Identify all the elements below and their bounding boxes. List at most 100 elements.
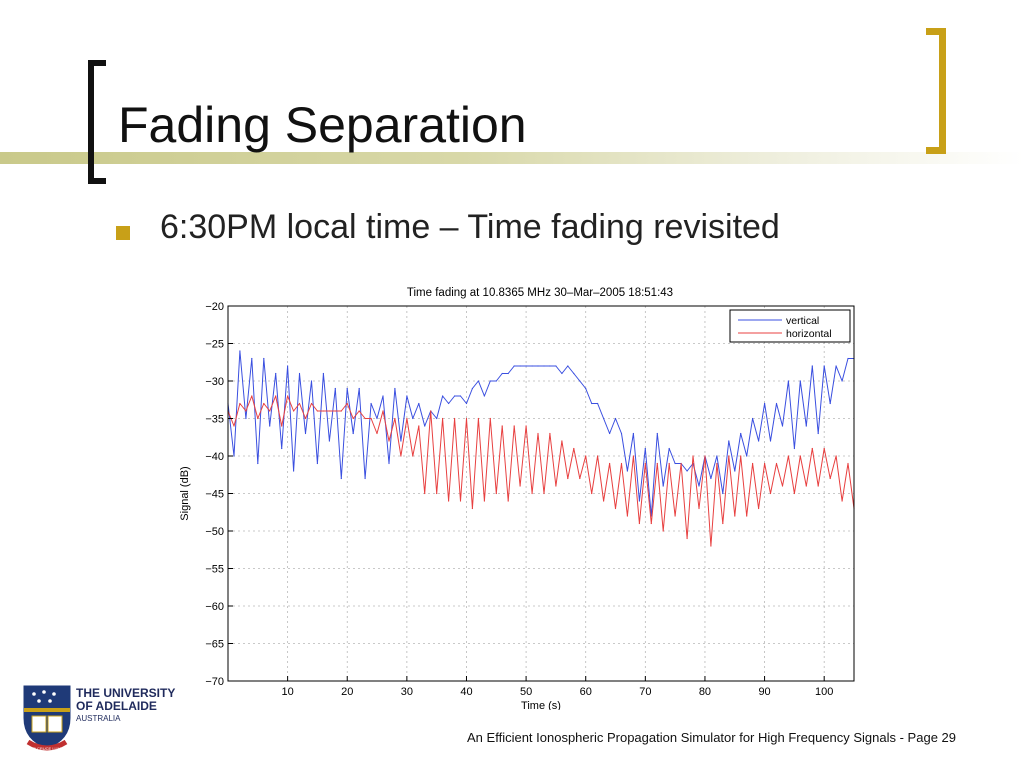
logo-line-1: THE UNIVERSITY xyxy=(76,686,175,700)
data-point-vertical xyxy=(465,402,468,405)
star-icon xyxy=(32,692,36,696)
x-tick-label: 50 xyxy=(520,686,532,698)
data-point-horizontal xyxy=(793,492,796,495)
data-point-horizontal xyxy=(603,500,605,502)
star-icon xyxy=(37,699,41,703)
data-point-horizontal xyxy=(591,492,593,495)
data-point-vertical xyxy=(841,380,843,382)
data-point-horizontal xyxy=(614,507,617,510)
data-point-vertical xyxy=(239,350,241,352)
data-point-horizontal xyxy=(662,530,664,532)
data-point-vertical xyxy=(561,372,563,375)
data-point-horizontal xyxy=(394,417,396,420)
data-point-vertical xyxy=(322,372,324,375)
shield-band xyxy=(24,708,70,712)
data-point-vertical xyxy=(382,395,384,397)
legend-box xyxy=(729,309,851,343)
legend-label-vertical: vertical xyxy=(786,315,819,327)
y-tick-label: −45 xyxy=(205,489,224,501)
data-point-horizontal xyxy=(847,462,849,465)
data-point-horizontal xyxy=(269,410,271,412)
y-tick-label: −50 xyxy=(205,526,224,538)
data-point-horizontal xyxy=(257,417,259,420)
data-point-vertical xyxy=(507,372,509,375)
data-point-horizontal xyxy=(459,500,462,502)
data-point-horizontal xyxy=(758,507,760,510)
data-point-horizontal xyxy=(811,447,813,450)
data-point-horizontal xyxy=(769,492,772,495)
data-point-vertical xyxy=(304,432,307,435)
data-point-vertical xyxy=(394,387,396,390)
y-tick-label: −65 xyxy=(205,639,224,651)
data-point-horizontal xyxy=(346,402,348,405)
data-point-vertical xyxy=(609,432,611,435)
data-point-horizontal xyxy=(841,500,843,502)
data-point-horizontal xyxy=(698,507,700,510)
data-point-horizontal xyxy=(275,395,277,397)
data-point-horizontal xyxy=(513,425,515,427)
data-point-vertical xyxy=(263,357,265,360)
data-point-horizontal xyxy=(328,410,330,412)
data-point-horizontal xyxy=(489,417,491,420)
x-tick-label: 20 xyxy=(341,686,353,698)
data-point-vertical xyxy=(781,425,784,427)
star-icon xyxy=(52,692,56,696)
data-point-vertical xyxy=(716,455,718,457)
data-point-vertical xyxy=(442,395,444,397)
data-point-horizontal xyxy=(805,485,807,487)
left-bracket-decoration xyxy=(88,60,106,184)
data-point-vertical xyxy=(835,365,837,367)
data-point-horizontal xyxy=(471,507,473,510)
data-point-horizontal xyxy=(692,455,694,457)
data-point-vertical xyxy=(364,477,366,480)
data-point-vertical xyxy=(626,470,628,472)
data-point-vertical xyxy=(334,387,336,390)
data-point-vertical xyxy=(829,402,831,405)
data-point-horizontal xyxy=(483,500,485,502)
data-point-horizontal xyxy=(322,410,324,412)
data-point-horizontal xyxy=(567,477,569,480)
y-tick-label: −70 xyxy=(205,676,224,688)
data-point-horizontal xyxy=(477,417,479,420)
data-point-vertical xyxy=(555,365,557,367)
data-point-vertical xyxy=(614,417,617,420)
logo-motto: SUB CRUCE LUMEN xyxy=(28,746,67,751)
data-point-vertical xyxy=(340,477,342,480)
data-point-vertical xyxy=(316,462,318,465)
data-point-horizontal xyxy=(704,455,706,457)
data-point-vertical xyxy=(459,395,462,397)
data-point-vertical xyxy=(471,387,473,390)
legend-label-horizontal: horizontal xyxy=(786,328,832,340)
data-point-vertical xyxy=(686,470,688,472)
data-point-horizontal xyxy=(442,417,444,420)
data-point-horizontal xyxy=(674,515,676,517)
data-point-vertical xyxy=(597,402,599,405)
data-point-vertical xyxy=(567,365,569,367)
data-point-horizontal xyxy=(823,447,825,450)
logo-line-3: AUSTRALIA xyxy=(76,714,121,723)
motto-ribbon xyxy=(26,739,68,751)
data-point-horizontal xyxy=(680,462,682,465)
chart-series-group xyxy=(227,350,855,547)
data-point-horizontal xyxy=(579,477,581,480)
chart-title: Time fading at 10.8365 MHz 30–Mar–2005 1… xyxy=(407,287,673,299)
data-point-horizontal xyxy=(281,425,283,427)
data-point-vertical xyxy=(728,440,730,442)
data-point-horizontal xyxy=(501,425,503,427)
data-point-horizontal xyxy=(340,410,342,412)
data-point-horizontal xyxy=(775,462,778,465)
data-point-vertical xyxy=(632,432,634,435)
data-point-horizontal xyxy=(620,462,623,465)
data-point-horizontal xyxy=(316,410,318,412)
data-point-horizontal xyxy=(519,485,521,487)
data-point-vertical xyxy=(698,485,700,487)
right-bracket-decoration xyxy=(926,28,946,154)
data-point-vertical xyxy=(734,470,736,472)
data-point-horizontal xyxy=(740,455,742,457)
data-point-horizontal xyxy=(650,522,652,525)
data-point-vertical xyxy=(710,477,712,480)
data-point-vertical xyxy=(525,365,527,367)
data-point-vertical xyxy=(501,372,503,375)
data-point-horizontal xyxy=(352,417,354,420)
